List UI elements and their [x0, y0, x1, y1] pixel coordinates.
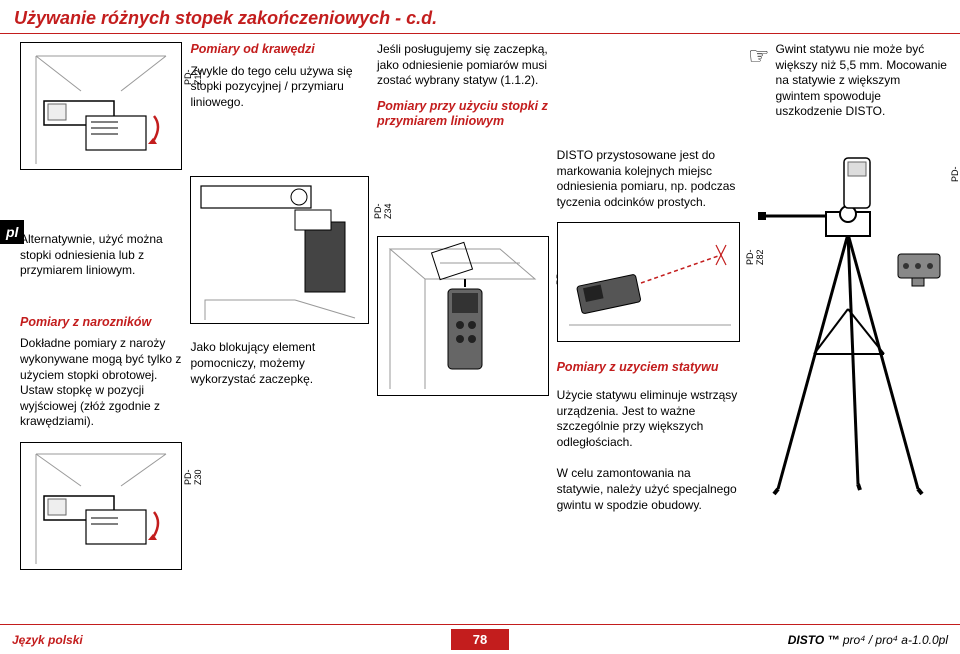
corners-heading: Pomiary z narozników: [20, 315, 182, 331]
warning-text: Gwint statywu nie może być większy niż 5…: [776, 42, 948, 120]
linear-heading: Pomiary przy użyciu stopki z przymiarem …: [377, 99, 549, 130]
page-footer: Język polski 78 DISTO ™ pro⁴ / pro⁴ a-1.…: [0, 624, 960, 654]
column-3: Jeśli posługujemy się zaczepką, jako odn…: [377, 42, 549, 594]
edge-heading: Pomiary od krawędzi: [190, 42, 369, 58]
page-content: PD-Z12 Alternatywnie, użyć można stopki …: [0, 34, 960, 594]
page-title: Używanie różnych stopek zakończeniowych …: [0, 0, 960, 34]
hand-pointer-icon: ☞: [748, 42, 770, 71]
footer-language: Język polski: [12, 633, 451, 647]
column-5: ☞ Gwint statywu nie może być większy niż…: [748, 42, 948, 594]
footer-version: pro⁴ / pro⁴ a-1.0.0pl: [840, 633, 948, 647]
intro-text: Jeśli posługujemy się zaczepką, jako odn…: [377, 42, 549, 89]
tripod-text1: Użycie statywu eliminuje wstrząsy urządz…: [557, 388, 740, 450]
figure-label: PD-Z34: [373, 204, 393, 220]
column-1: PD-Z12 Alternatywnie, użyć można stopki …: [0, 42, 182, 594]
figure-pdz38: PD-Z38: [748, 134, 948, 504]
block-text: Jako blokujący element pomocniczy, możem…: [190, 340, 369, 387]
footer-brand: DISTO ™: [788, 633, 840, 647]
figure-label: PD-Z38: [950, 166, 960, 182]
figure-pdz83: PD-Z83: [377, 236, 549, 396]
column-2: Pomiary od krawędzi Zwykle do tego celu …: [190, 42, 369, 594]
figure-label: PD-Z30: [183, 469, 203, 485]
footer-product: DISTO ™ pro⁴ / pro⁴ a-1.0.0pl: [509, 633, 948, 647]
figure-pdz34: PD-Z34: [190, 176, 369, 324]
corners-text: Dokładne pomiary z naroży wykonywane mog…: [20, 336, 182, 430]
footer-page-number: 78: [451, 629, 509, 650]
edge-text: Zwykle do tego celu używa się stopki poz…: [190, 64, 369, 111]
figure-pdz82: PD-Z82: [557, 222, 740, 342]
tripod-text2: W celu zamontowania na statywie, należy …: [557, 466, 740, 513]
tripod-heading: Pomiary z uzyciem statywu: [557, 360, 740, 376]
disto-text: DISTO przystosowane jest do markowania k…: [557, 148, 740, 210]
figure-pdz30: PD-Z30: [20, 442, 182, 570]
alt-text: Alternatywnie, użyć można stopki odniesi…: [20, 232, 182, 279]
column-4: DISTO przystosowane jest do markowania k…: [557, 42, 740, 594]
figure-pdz12: PD-Z12: [20, 42, 182, 170]
figure-label: PD-Z12: [183, 69, 203, 85]
